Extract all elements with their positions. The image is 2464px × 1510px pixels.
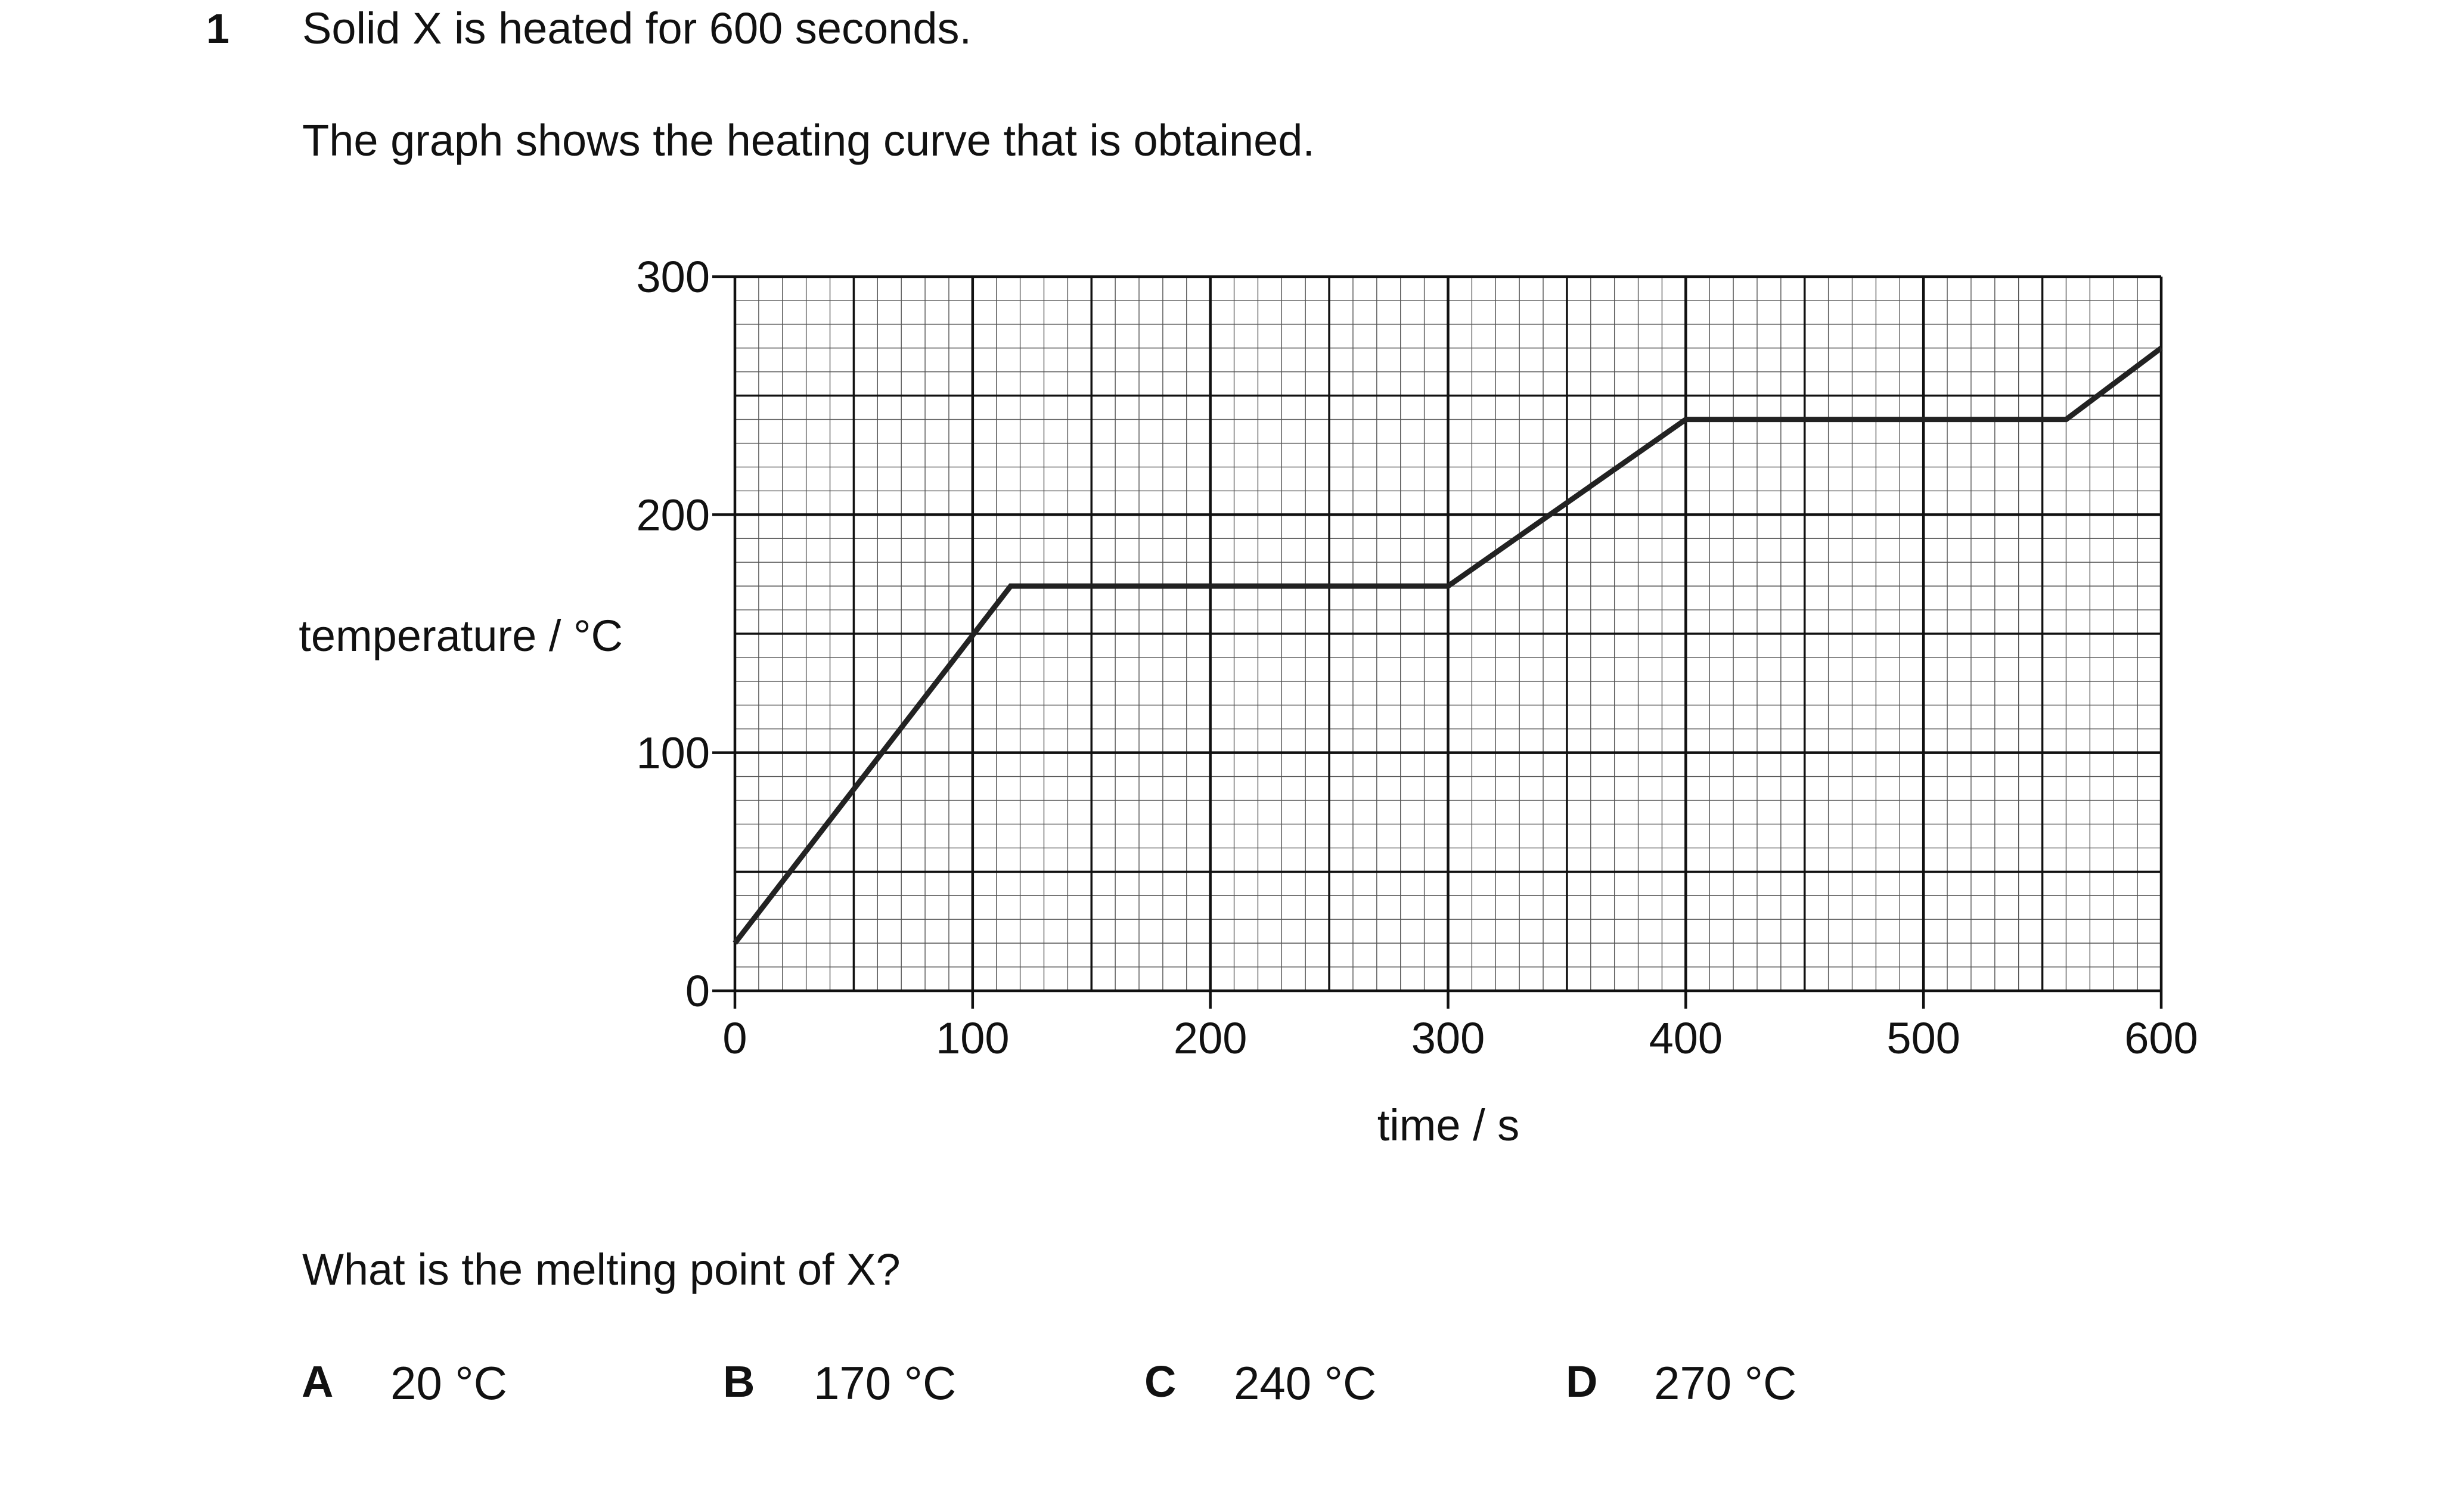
y-tick-label: 0 [685,966,710,1016]
x-tick-label: 500 [1886,1013,1960,1063]
question-number: 1 [206,5,229,52]
x-tick-label: 600 [2124,1013,2198,1063]
option-d-letter: D [1566,1357,1598,1406]
option-a-letter: A [302,1357,334,1406]
x-tick-label: 0 [722,1013,747,1063]
x-tick-label: 300 [1411,1013,1485,1063]
y-tick-label: 200 [637,490,710,539]
option-d-text[interactable]: 270 °C [1654,1357,1797,1409]
question-prompt: What is the melting point of X? [302,1245,901,1294]
y-tick-label: 100 [637,728,710,778]
option-b-letter: B [723,1357,755,1406]
option-a-text[interactable]: 20 °C [390,1357,507,1409]
y-axis-label: temperature / °C [299,611,623,661]
x-tick-label: 200 [1174,1013,1247,1063]
option-c-text[interactable]: 240 °C [1234,1357,1377,1409]
question-graph-description: The graph shows the heating curve that i… [302,116,1315,165]
heating-curve-chart: 0 100 200 300 0 100 200 300 400 500 600 temperatur… [299,252,2198,1150]
question-intro: Solid X is heated for 600 seconds. [302,4,972,53]
option-b-text[interactable]: 170 °C [814,1357,957,1409]
x-tick-label: 100 [936,1013,1009,1063]
option-c-letter: C [1144,1357,1177,1406]
y-tick-label: 300 [637,252,710,302]
x-axis-label: time / s [1377,1100,1519,1150]
x-tick-label: 400 [1649,1013,1723,1063]
heating-curve-line [733,346,2163,945]
